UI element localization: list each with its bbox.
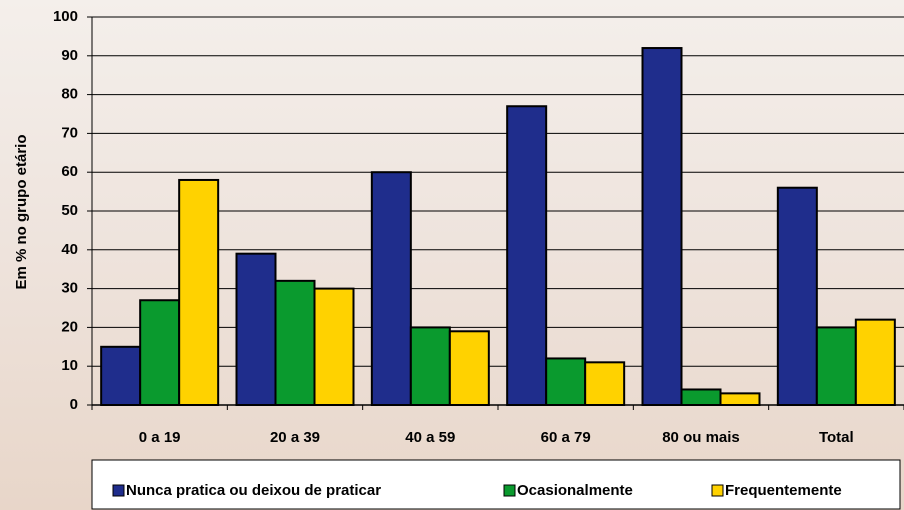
legend-swatch bbox=[504, 485, 515, 496]
bar bbox=[315, 289, 354, 405]
chart: Em % no grupo etário 0 10 20 30 40 50 60 70 80 90… bbox=[0, 0, 904, 510]
y-tick-label: 70 bbox=[61, 124, 78, 141]
x-tick-label: 80 ou mais bbox=[662, 429, 740, 446]
y-tick-label: 100 bbox=[53, 8, 78, 25]
legend-label: Frequentemente bbox=[725, 482, 842, 499]
page: Em % no grupo etário 0 10 20 30 40 50 60 70 80 90… bbox=[0, 0, 904, 510]
legend-label: Nunca pratica ou deixou de praticar bbox=[126, 482, 381, 499]
bar bbox=[643, 48, 682, 405]
bar bbox=[817, 327, 856, 405]
bar bbox=[372, 172, 411, 405]
y-tick-label: 20 bbox=[61, 318, 78, 335]
y-tick-label: 30 bbox=[61, 280, 78, 297]
y-tick-label: 90 bbox=[61, 47, 78, 64]
y-axis-label: Em % no grupo etário bbox=[13, 134, 30, 289]
bar bbox=[682, 389, 721, 405]
bar bbox=[778, 188, 817, 405]
x-tick-label: 40 a 59 bbox=[405, 429, 455, 446]
legend-swatch bbox=[712, 485, 723, 496]
y-tick-label: 40 bbox=[61, 241, 78, 258]
y-tick-label: 60 bbox=[61, 163, 78, 180]
bar bbox=[856, 320, 895, 405]
bar bbox=[179, 180, 218, 405]
bar bbox=[585, 362, 624, 405]
x-tick-label: Total bbox=[819, 429, 854, 446]
bar bbox=[411, 327, 450, 405]
bar bbox=[276, 281, 315, 405]
bar bbox=[140, 300, 179, 405]
bar bbox=[450, 331, 489, 405]
y-tick-label: 50 bbox=[61, 202, 78, 219]
bar bbox=[507, 106, 546, 405]
y-tick-label: 10 bbox=[61, 357, 78, 374]
y-tick-label: 80 bbox=[61, 86, 78, 103]
bar bbox=[721, 393, 760, 405]
bar bbox=[237, 254, 276, 405]
y-tick-label: 0 bbox=[70, 396, 78, 413]
legend-label: Ocasionalmente bbox=[517, 482, 633, 499]
x-tick-label: 60 a 79 bbox=[541, 429, 591, 446]
x-tick-label: 0 a 19 bbox=[139, 429, 181, 446]
legend-swatch bbox=[113, 485, 124, 496]
bar bbox=[101, 347, 140, 405]
x-tick-label: 20 a 39 bbox=[270, 429, 320, 446]
bar bbox=[546, 358, 585, 405]
